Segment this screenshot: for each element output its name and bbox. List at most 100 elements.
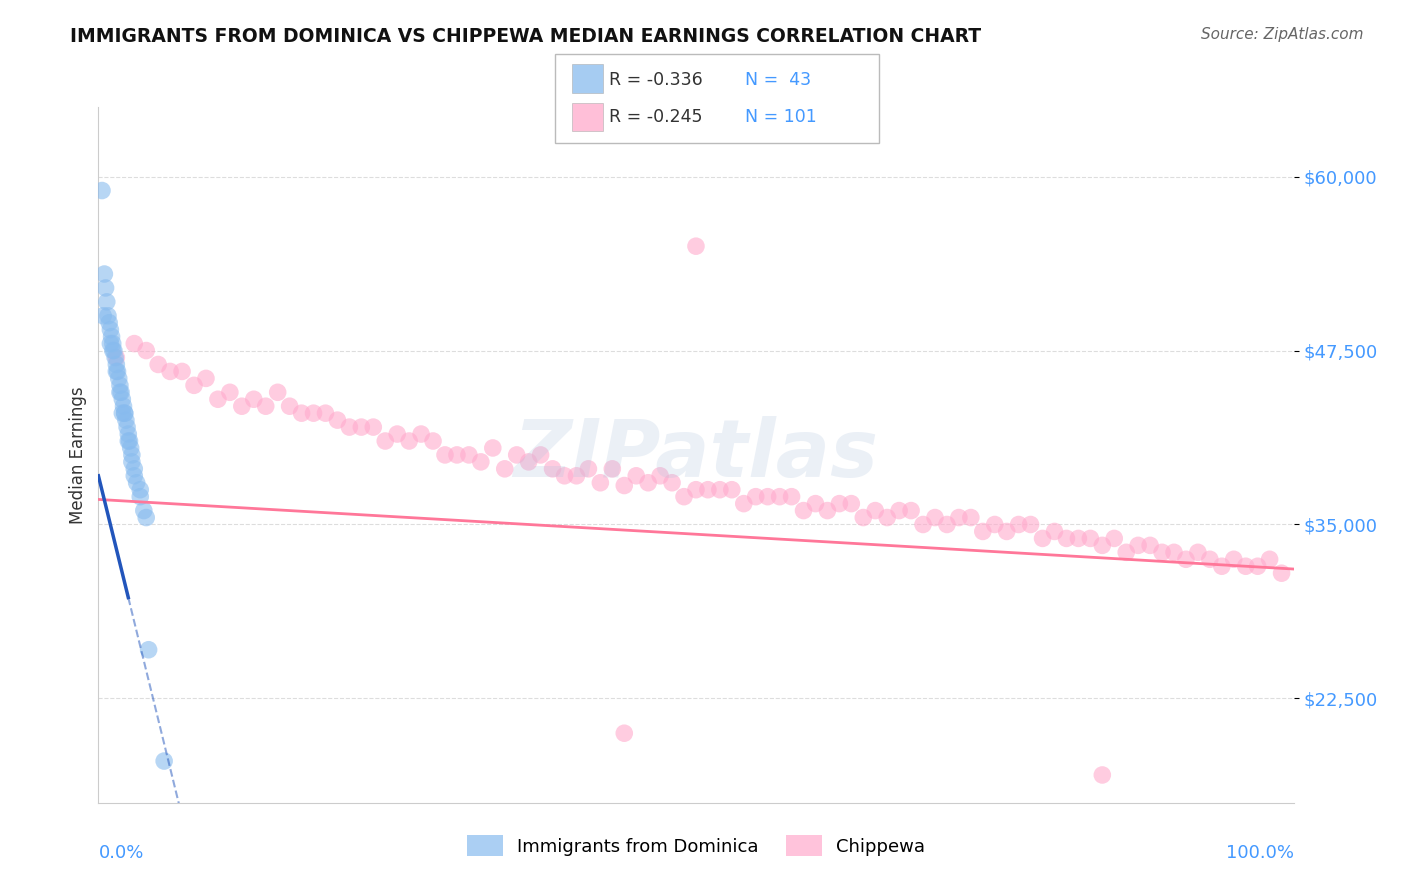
Point xyxy=(637,475,659,490)
Point xyxy=(589,475,612,490)
Point xyxy=(1043,524,1066,539)
Point xyxy=(422,434,444,448)
Point xyxy=(936,517,959,532)
Point xyxy=(115,413,138,427)
Point xyxy=(350,420,373,434)
Point xyxy=(315,406,337,420)
Point xyxy=(254,399,277,413)
Point xyxy=(1271,566,1294,581)
Point xyxy=(578,462,600,476)
Point xyxy=(745,490,768,504)
Point xyxy=(1091,538,1114,552)
Point xyxy=(267,385,290,400)
Point xyxy=(1128,538,1150,552)
Point xyxy=(1019,517,1042,532)
Point xyxy=(129,483,152,497)
Point xyxy=(93,267,115,281)
Point xyxy=(104,351,127,365)
Point xyxy=(183,378,205,392)
Point xyxy=(1234,559,1257,574)
Point xyxy=(494,462,516,476)
Point xyxy=(972,524,994,539)
Point xyxy=(114,406,136,420)
Point xyxy=(111,406,134,420)
Point xyxy=(107,371,129,385)
Point xyxy=(865,503,887,517)
Point xyxy=(804,497,827,511)
Point xyxy=(278,399,301,413)
Point xyxy=(697,483,720,497)
Point xyxy=(482,441,505,455)
Point xyxy=(195,371,218,385)
Point xyxy=(517,455,540,469)
Point xyxy=(91,309,114,323)
Point xyxy=(1211,559,1233,574)
Point xyxy=(105,351,128,365)
Point xyxy=(243,392,266,407)
Point xyxy=(984,517,1007,532)
Point xyxy=(103,343,125,358)
Point xyxy=(118,434,141,448)
Point xyxy=(613,478,636,492)
Point xyxy=(148,358,170,372)
Point xyxy=(733,497,755,511)
Point xyxy=(446,448,468,462)
Point xyxy=(129,490,152,504)
Point xyxy=(817,503,839,517)
Point xyxy=(94,281,117,295)
Point xyxy=(530,448,553,462)
Point xyxy=(673,490,696,504)
Point xyxy=(97,309,120,323)
Point xyxy=(111,392,134,407)
Point xyxy=(98,316,121,330)
Point xyxy=(1175,552,1198,566)
Point xyxy=(110,385,132,400)
Point xyxy=(115,420,138,434)
Point xyxy=(506,448,529,462)
Point xyxy=(434,448,457,462)
Point xyxy=(1258,552,1281,566)
Point xyxy=(828,497,851,511)
Point xyxy=(756,490,779,504)
Point xyxy=(470,455,492,469)
Point xyxy=(363,420,385,434)
Point xyxy=(650,468,672,483)
Point xyxy=(231,399,253,413)
Point xyxy=(98,336,122,351)
Point xyxy=(924,510,946,524)
Point xyxy=(541,462,564,476)
Point xyxy=(1091,768,1114,782)
Point xyxy=(554,468,576,483)
Point xyxy=(889,503,911,517)
Text: ZIPatlas: ZIPatlas xyxy=(513,416,879,494)
Point xyxy=(626,468,648,483)
Point xyxy=(613,726,636,740)
Point xyxy=(124,336,146,351)
Point xyxy=(120,441,142,455)
Point xyxy=(1032,532,1054,546)
Point xyxy=(91,184,114,198)
Point xyxy=(107,364,129,378)
Point xyxy=(172,364,194,378)
Point xyxy=(1247,559,1270,574)
Point xyxy=(852,510,875,524)
Point xyxy=(302,406,325,420)
Point xyxy=(458,448,481,462)
Text: N = 101: N = 101 xyxy=(745,108,817,126)
Point xyxy=(291,406,314,420)
Point xyxy=(326,413,349,427)
Point xyxy=(1104,532,1126,546)
Point xyxy=(793,503,815,517)
Point xyxy=(101,336,124,351)
Text: IMMIGRANTS FROM DOMINICA VS CHIPPEWA MEDIAN EARNINGS CORRELATION CHART: IMMIGRANTS FROM DOMINICA VS CHIPPEWA MED… xyxy=(70,27,981,45)
Point xyxy=(1139,538,1161,552)
Point xyxy=(411,427,433,442)
Point xyxy=(219,385,242,400)
Point xyxy=(1056,532,1078,546)
Point xyxy=(114,406,136,420)
Point xyxy=(1163,545,1185,559)
Point xyxy=(1223,552,1246,566)
Point xyxy=(1008,517,1031,532)
Point xyxy=(101,343,124,358)
Point xyxy=(108,378,131,392)
